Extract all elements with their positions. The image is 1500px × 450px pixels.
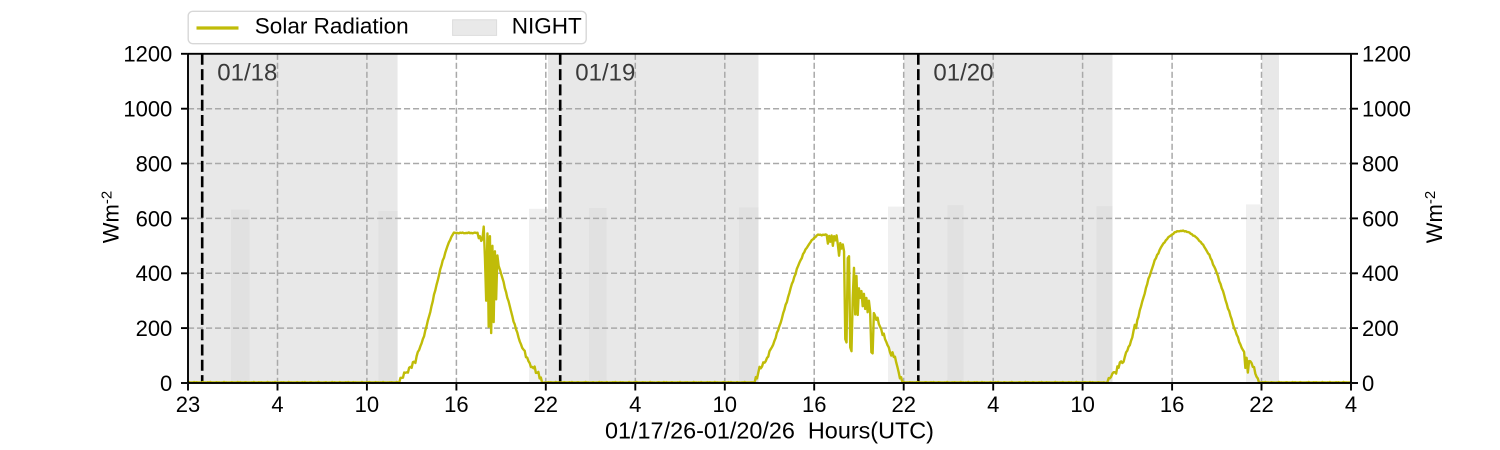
- svg-text:1200: 1200: [1362, 42, 1411, 67]
- svg-text:400: 400: [136, 261, 173, 286]
- svg-text:1000: 1000: [123, 97, 172, 122]
- svg-text:1000: 1000: [1362, 97, 1411, 122]
- svg-text:200: 200: [136, 316, 173, 341]
- svg-text:16: 16: [444, 392, 468, 417]
- svg-text:4: 4: [629, 392, 641, 417]
- svg-text:200: 200: [1362, 316, 1399, 341]
- svg-text:16: 16: [1160, 392, 1184, 417]
- svg-text:10: 10: [713, 392, 737, 417]
- svg-text:Solar Radiation: Solar Radiation: [255, 14, 409, 39]
- svg-text:10: 10: [1070, 392, 1094, 417]
- svg-text:22: 22: [1249, 392, 1273, 417]
- svg-text:01/20: 01/20: [933, 60, 993, 87]
- svg-text:01/17/26-01/20/26 Hours(UTC): 01/17/26-01/20/26 Hours(UTC): [605, 418, 934, 444]
- svg-text:10: 10: [355, 392, 379, 417]
- svg-text:4: 4: [987, 392, 999, 417]
- svg-text:23: 23: [176, 392, 200, 417]
- svg-text:0: 0: [1362, 371, 1374, 396]
- svg-text:800: 800: [136, 151, 173, 176]
- svg-text:600: 600: [136, 206, 173, 231]
- svg-text:400: 400: [1362, 261, 1399, 286]
- svg-text:NIGHT: NIGHT: [512, 14, 582, 39]
- svg-text:22: 22: [891, 392, 915, 417]
- svg-text:16: 16: [802, 392, 826, 417]
- svg-text:22: 22: [534, 392, 558, 417]
- svg-text:01/19: 01/19: [575, 60, 635, 87]
- svg-text:4: 4: [1345, 392, 1357, 417]
- svg-text:800: 800: [1362, 151, 1399, 176]
- svg-text:1200: 1200: [123, 42, 172, 67]
- svg-text:600: 600: [1362, 206, 1399, 231]
- svg-text:01/18: 01/18: [217, 60, 277, 87]
- svg-text:0: 0: [160, 371, 172, 396]
- svg-text:4: 4: [271, 392, 283, 417]
